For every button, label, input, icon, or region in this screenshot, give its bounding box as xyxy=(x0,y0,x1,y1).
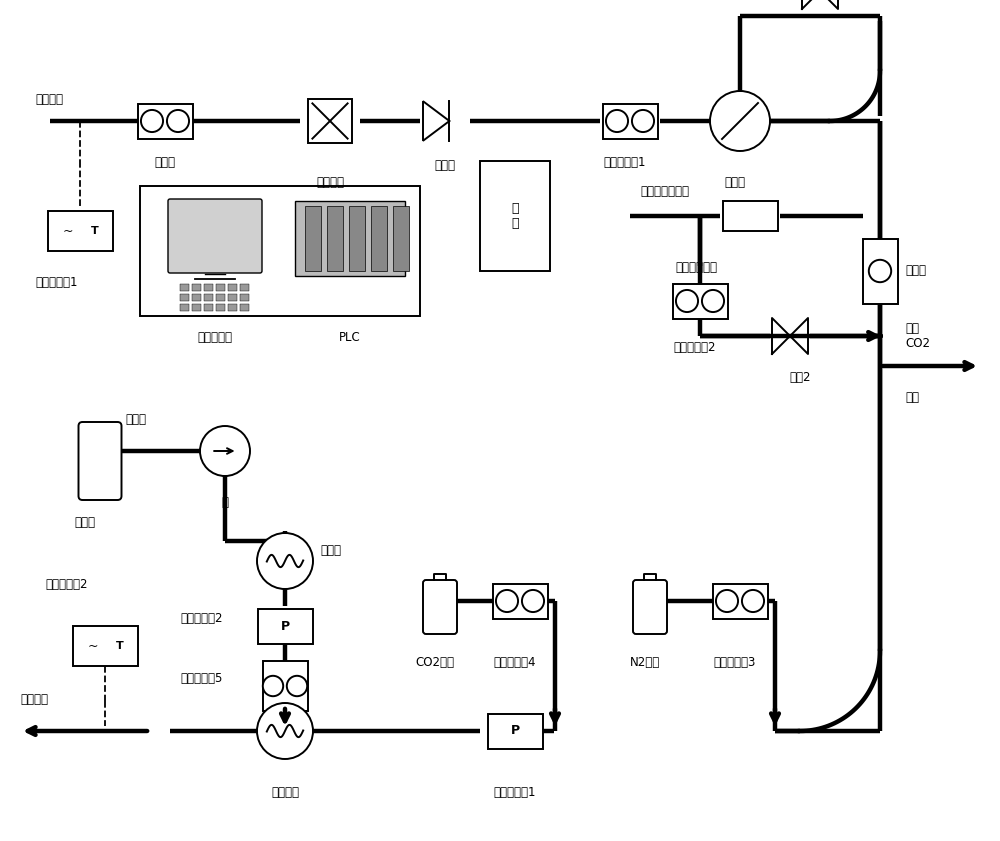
Text: 流量控制器2: 流量控制器2 xyxy=(674,341,716,354)
Text: 压缩机: 压缩机 xyxy=(724,176,746,189)
Bar xyxy=(371,206,387,271)
Text: 旁
路: 旁 路 xyxy=(511,202,519,230)
Text: 阀门2: 阀门2 xyxy=(789,371,811,384)
Bar xyxy=(192,284,201,291)
Text: 蜀发器: 蜀发器 xyxy=(320,544,341,558)
FancyBboxPatch shape xyxy=(78,422,121,500)
Text: 排空: 排空 xyxy=(905,391,919,404)
Text: 流量控制器4: 流量控制器4 xyxy=(494,656,536,669)
Text: 压力传感器2: 压力传感器2 xyxy=(180,611,222,625)
Text: ~: ~ xyxy=(88,639,98,653)
Text: 输出管路: 输出管路 xyxy=(20,693,48,706)
Bar xyxy=(672,283,728,319)
Bar xyxy=(722,201,778,231)
Text: 变频风机: 变频风机 xyxy=(316,176,344,189)
Bar xyxy=(228,284,237,291)
Circle shape xyxy=(263,676,283,696)
Bar xyxy=(180,284,189,291)
Circle shape xyxy=(257,533,313,589)
Bar xyxy=(216,304,225,311)
Circle shape xyxy=(522,590,544,612)
Bar xyxy=(240,304,249,311)
Text: 流量控制器5: 流量控制器5 xyxy=(180,671,222,685)
Bar xyxy=(862,239,898,304)
Bar xyxy=(308,98,352,144)
Circle shape xyxy=(742,590,764,612)
Text: 氧浓度传感器: 氧浓度传感器 xyxy=(675,261,717,274)
Bar xyxy=(228,304,237,311)
Bar xyxy=(180,304,189,311)
Circle shape xyxy=(632,110,654,132)
Bar xyxy=(204,304,213,311)
Bar xyxy=(180,294,189,301)
Polygon shape xyxy=(423,101,449,140)
Bar xyxy=(258,609,312,643)
Circle shape xyxy=(496,590,518,612)
Text: 流量计: 流量计 xyxy=(154,156,176,169)
Circle shape xyxy=(702,290,724,312)
Bar xyxy=(305,206,321,271)
Text: CO2气瓶: CO2气瓶 xyxy=(416,656,454,669)
Bar xyxy=(228,294,237,301)
Text: 储水槽: 储水槽 xyxy=(74,516,96,529)
Bar xyxy=(393,206,409,271)
Bar xyxy=(48,211,112,251)
FancyBboxPatch shape xyxy=(423,580,457,634)
Bar xyxy=(140,186,420,316)
Circle shape xyxy=(167,110,189,132)
Circle shape xyxy=(869,260,891,283)
Text: P: P xyxy=(280,620,290,632)
Text: T: T xyxy=(116,641,124,651)
Text: 流量控制器3: 流量控制器3 xyxy=(714,656,756,669)
Text: 温度传感器2: 温度传感器2 xyxy=(45,578,88,591)
Bar xyxy=(295,201,405,276)
Text: 液态水: 液态水 xyxy=(125,413,146,426)
Bar xyxy=(204,284,213,291)
Text: P: P xyxy=(510,724,520,738)
Bar xyxy=(216,294,225,301)
Bar xyxy=(240,284,249,291)
Bar xyxy=(216,284,225,291)
Bar xyxy=(480,161,550,271)
Bar xyxy=(349,206,365,271)
Circle shape xyxy=(200,426,250,476)
Bar xyxy=(204,294,213,301)
Text: ~: ~ xyxy=(63,225,73,237)
Text: 氮气
CO2: 氮气 CO2 xyxy=(905,322,930,350)
Text: 压力传感器1: 压力传感器1 xyxy=(494,786,536,799)
Circle shape xyxy=(287,676,307,696)
FancyBboxPatch shape xyxy=(168,199,262,273)
Bar xyxy=(72,626,138,666)
Bar xyxy=(240,294,249,301)
Text: 流量控制器1: 流量控制器1 xyxy=(604,156,646,169)
Circle shape xyxy=(710,91,770,151)
FancyBboxPatch shape xyxy=(633,580,667,634)
Text: 分子筛: 分子筛 xyxy=(905,265,926,278)
Bar xyxy=(138,103,192,139)
Circle shape xyxy=(716,590,738,612)
Bar xyxy=(262,661,308,711)
Text: 氧气、少量氮气: 氧气、少量氮气 xyxy=(640,185,689,198)
Text: T: T xyxy=(91,226,99,236)
Text: 上位计算机: 上位计算机 xyxy=(198,331,232,344)
Bar xyxy=(192,304,201,311)
Circle shape xyxy=(676,290,698,312)
Bar xyxy=(712,584,768,618)
Bar xyxy=(488,713,542,748)
Text: 温度传感器1: 温度传感器1 xyxy=(35,276,78,289)
Text: 输入管路: 输入管路 xyxy=(35,93,63,106)
Bar xyxy=(602,103,658,139)
Text: N2气瓶: N2气瓶 xyxy=(630,656,660,669)
Text: 止回阀: 止回阀 xyxy=(434,159,456,172)
Bar xyxy=(192,294,201,301)
Bar xyxy=(327,206,343,271)
Circle shape xyxy=(141,110,163,132)
Circle shape xyxy=(606,110,628,132)
Text: PLC: PLC xyxy=(339,331,361,344)
Bar xyxy=(492,584,548,618)
Circle shape xyxy=(257,703,313,759)
Text: 电加热器: 电加热器 xyxy=(271,786,299,799)
Text: 泵: 泵 xyxy=(222,496,228,509)
